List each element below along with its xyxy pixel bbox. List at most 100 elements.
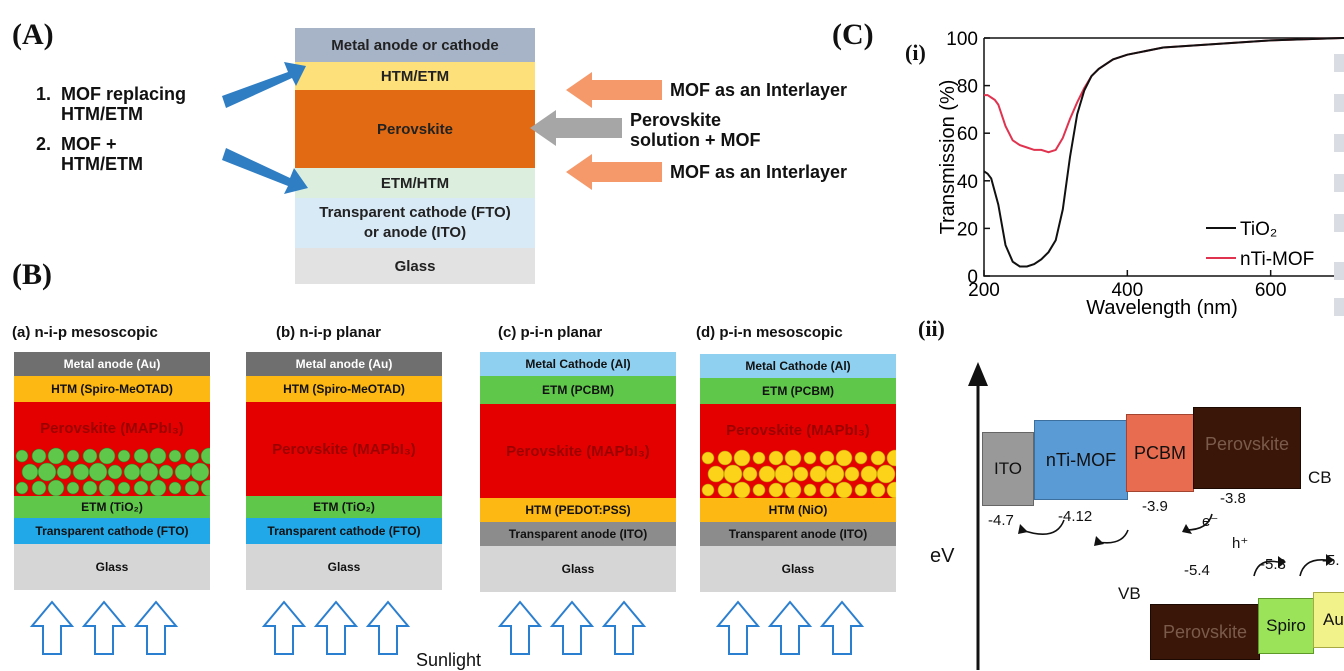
x-axis-label: Wavelength (nm) (1086, 297, 1238, 319)
blue-arrow-upper (222, 62, 306, 108)
device-a-title: (a) n-i-p mesoscopic (12, 324, 158, 341)
sunlight-arrow-2-0 (497, 600, 543, 655)
y-tick-label: 60 (957, 124, 978, 145)
band-nti-mof: nTi-MOF (1034, 420, 1128, 500)
device-b-transparent: Transparent cathode (FTO) (246, 518, 442, 544)
level-ito: -4.7 (988, 512, 1014, 529)
device-a-transparent-label: Transparent cathode (FTO) (35, 524, 189, 538)
device-d-transparent-label: Transparent anode (ITO) (728, 527, 868, 541)
device-d-htm-label: HTM (NiO) (768, 503, 828, 517)
device-b-htm-label: HTM (Spiro-MeOTAD) (283, 382, 405, 396)
device-d-nanoparticles (701, 449, 896, 499)
device-a-nanoparticles (15, 447, 210, 497)
band-spiro: Spiro (1258, 598, 1314, 654)
cropped-edge-mark (1334, 94, 1344, 112)
band-au-label: Au (1323, 610, 1344, 629)
device-a-htm: HTM (Spiro-MeOTAD) (14, 376, 210, 402)
device-c-htm: HTM (PEDOT:PSS) (480, 498, 676, 522)
band-perovskite-cb-label: Perovskite (1204, 434, 1290, 454)
device-c-etm: ETM (PCBM) (480, 376, 676, 404)
band-spiro-label: Spiro (1266, 616, 1306, 635)
device-d-stack: Metal Cathode (Al) ETM (PCBM) Perovskite… (700, 354, 896, 602)
y-tick-label: 80 (957, 77, 978, 98)
chart-axes (983, 38, 1344, 277)
device-c-glass-label: Glass (561, 562, 595, 576)
sunlight-arrow-3-2 (819, 600, 865, 655)
orange-arrow-bottom (566, 154, 662, 190)
layer-metal: Metal anode or cathode (295, 28, 535, 62)
x-tick-label: 600 (1255, 280, 1287, 301)
gray-arrow-middle (530, 110, 622, 146)
device-c-perovskite: Perovskite (MAPbI₃) (480, 404, 676, 498)
device-b-htm: HTM (Spiro-MeOTAD) (246, 376, 442, 402)
device-b-stack: Metal anode (Au) HTM (Spiro-MeOTAD) Pero… (246, 352, 442, 600)
cropped-edge-mark (1334, 174, 1344, 192)
sunlight-arrow-0-0 (29, 600, 75, 655)
band-perovskite-vb-label: Perovskite (1162, 621, 1248, 642)
band-ito: ITO (982, 432, 1034, 506)
panel-c-letter: (C) (832, 18, 874, 51)
device-a-perovskite-label: Perovskite (MAPbI₃) (40, 420, 184, 437)
sunlight-arrow-2-1 (549, 600, 595, 655)
transmission-chart: 02040608010020040060080Wavelength (nm)Tr… (937, 30, 1344, 319)
device-b-glass-label: Glass (327, 560, 361, 574)
sunlight-arrow-1-2 (365, 600, 411, 655)
device-b-perovskite-label: Perovskite (MAPbI₃) (272, 440, 416, 458)
sunlight-arrow-1-1 (313, 600, 359, 655)
hole-label: h⁺ (1232, 535, 1249, 552)
device-d-metal: Metal Cathode (Al) (700, 354, 896, 378)
device-c-metal: Metal Cathode (Al) (480, 352, 676, 376)
device-c-perovskite-label: Perovskite (MAPbI₃) (506, 442, 650, 460)
layer-metal-label: Metal anode or cathode (331, 36, 499, 54)
mof-plus-label: 2. MOF + HTM/ETM (36, 134, 143, 174)
interlayer-label-bottom: MOF as an Interlayer (670, 162, 848, 182)
device-a-glass-label: Glass (95, 560, 129, 574)
x-tick-label: 200 (968, 280, 1000, 301)
layer-glass: Glass (295, 248, 535, 284)
device-c-glass: Glass (480, 546, 676, 592)
panel-a-arrows (222, 62, 662, 194)
level-perovskite-cb: -3.8 (1220, 490, 1246, 507)
device-a-etm: ETM (TiO₂) (14, 496, 210, 518)
legend-label-1: nTi-MOF (1240, 249, 1314, 270)
level-perovskite-vb: -5.4 (1184, 562, 1210, 579)
band-nti-mof-label: nTi-MOF (1045, 449, 1117, 470)
layer-htm-etm: HTM/ETM (295, 62, 535, 90)
y-tick-label: 0 (967, 267, 978, 288)
device-b-metal: Metal anode (Au) (246, 352, 442, 376)
device-d-transparent: Transparent anode (ITO) (700, 522, 896, 546)
device-d-etm-label: ETM (PCBM) (762, 384, 834, 398)
panel-a-layer-stack: Metal anode or cathode HTM/ETM Perovskit… (295, 28, 535, 284)
layer-perovskite-label: Perovskite (377, 120, 453, 138)
sunlight-arrow-2-2 (601, 600, 647, 655)
device-c-title: (c) p-i-n planar (498, 324, 603, 341)
sunlight-arrow-3-0 (715, 600, 761, 655)
blue-arrow-lower (222, 148, 308, 194)
y-tick-label: 100 (946, 30, 978, 50)
device-d-title: (d) p-i-n mesoscopic (696, 324, 843, 341)
layer-htm-etm-label: HTM/ETM (380, 67, 450, 85)
device-b-etm-label: ETM (TiO₂) (313, 500, 375, 514)
sunlight-label: Sunlight (416, 650, 482, 670)
legend-label-0: TiO₂ (1240, 219, 1277, 240)
sunlight-arrow-0-1 (81, 600, 127, 655)
device-b-metal-label: Metal anode (Au) (295, 357, 393, 371)
energy-axis (968, 362, 988, 670)
device-a-metal: Metal anode (Au) (14, 352, 210, 376)
device-a-etm-label: ETM (TiO₂) (81, 500, 143, 514)
y-tick-label: 20 (957, 219, 978, 240)
band-ito-label: ITO (993, 459, 1023, 478)
device-c-metal-label: Metal Cathode (Al) (525, 357, 631, 371)
device-b-perovskite: Perovskite (MAPbI₃) (246, 402, 442, 496)
band-pcbm-label: PCBM (1133, 442, 1186, 463)
cb-label: CB (1308, 468, 1332, 487)
layer-transparent: Transparent cathode (FTO) or anode (ITO) (295, 198, 535, 248)
device-c-stack: Metal Cathode (Al) ETM (PCBM) Perovskite… (480, 352, 676, 600)
device-c-transparent-label: Transparent anode (ITO) (508, 527, 648, 541)
perovskite-solution-label: Perovskite solution + MOF (630, 110, 761, 150)
sunlight-arrow-0-2 (133, 600, 179, 655)
energy-axis-label: eV (930, 545, 955, 567)
device-a-glass: Glass (14, 544, 210, 590)
mof-replacing-label: 1. MOF replacing HTM/ETM (36, 84, 187, 124)
panel-c-ii-label: (ii) (918, 316, 945, 341)
